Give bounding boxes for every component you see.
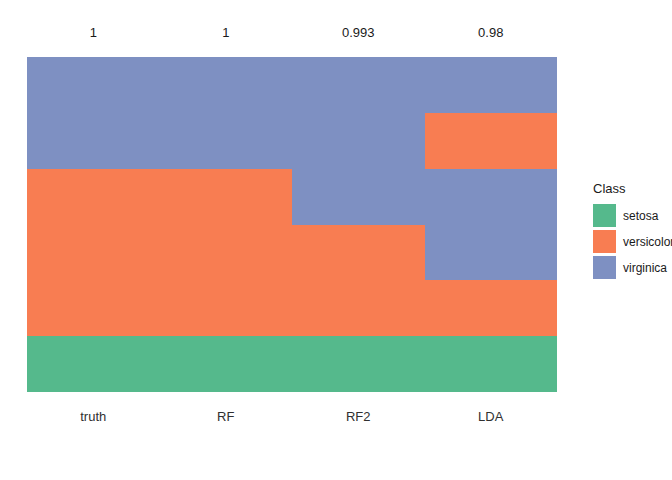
legend-swatch-setosa bbox=[593, 204, 616, 227]
plot-area bbox=[27, 57, 557, 392]
annotation-RF: 1 bbox=[160, 25, 293, 40]
x-axis-label-RF: RF bbox=[160, 409, 293, 424]
segment-LDA-virginica[interactable] bbox=[425, 57, 558, 113]
legend-item-versicolor[interactable]: versicolor bbox=[593, 230, 672, 253]
legend-title: Class bbox=[593, 181, 672, 196]
legend-swatch-virginica bbox=[593, 256, 616, 279]
legend-item-virginica[interactable]: virginica bbox=[593, 256, 672, 279]
column-RF2 bbox=[292, 57, 425, 392]
column-RF bbox=[160, 57, 293, 392]
segment-LDA-virginica[interactable] bbox=[425, 169, 558, 281]
segment-RF2-setosa[interactable] bbox=[292, 336, 425, 392]
class-legend: Class setosa versicolor virginica bbox=[593, 181, 672, 282]
x-axis-label-truth: truth bbox=[27, 409, 160, 424]
segment-RF2-versicolor[interactable] bbox=[292, 225, 425, 337]
legend-label-versicolor: versicolor bbox=[623, 235, 672, 249]
segment-RF-setosa[interactable] bbox=[160, 336, 293, 392]
legend-label-virginica: virginica bbox=[623, 261, 667, 275]
annotation-LDA: 0.98 bbox=[425, 25, 558, 40]
top-annotation-row: 110.9930.98 bbox=[27, 25, 557, 40]
segment-truth-versicolor[interactable] bbox=[27, 169, 160, 337]
legend-swatch-versicolor bbox=[593, 230, 616, 253]
legend-item-setosa[interactable]: setosa bbox=[593, 204, 672, 227]
annotation-truth: 1 bbox=[27, 25, 160, 40]
segment-truth-virginica[interactable] bbox=[27, 57, 160, 169]
segment-RF-versicolor[interactable] bbox=[160, 169, 293, 337]
segment-truth-setosa[interactable] bbox=[27, 336, 160, 392]
legend-items: setosa versicolor virginica bbox=[593, 204, 672, 279]
classification-comparison-chart: 110.9930.98 truthRFRF2LDA Class setosave… bbox=[0, 0, 672, 480]
segment-LDA-versicolor[interactable] bbox=[425, 113, 558, 169]
x-axis-label-LDA: LDA bbox=[425, 409, 558, 424]
legend-label-setosa: setosa bbox=[623, 209, 658, 223]
segment-RF2-virginica[interactable] bbox=[292, 57, 425, 225]
segment-RF-virginica[interactable] bbox=[160, 57, 293, 169]
x-axis-labels: truthRFRF2LDA bbox=[27, 409, 557, 424]
column-truth bbox=[27, 57, 160, 392]
annotation-RF2: 0.993 bbox=[292, 25, 425, 40]
x-axis-label-RF2: RF2 bbox=[292, 409, 425, 424]
column-LDA bbox=[425, 57, 558, 392]
segment-LDA-versicolor[interactable] bbox=[425, 280, 558, 336]
segment-LDA-setosa[interactable] bbox=[425, 336, 558, 392]
